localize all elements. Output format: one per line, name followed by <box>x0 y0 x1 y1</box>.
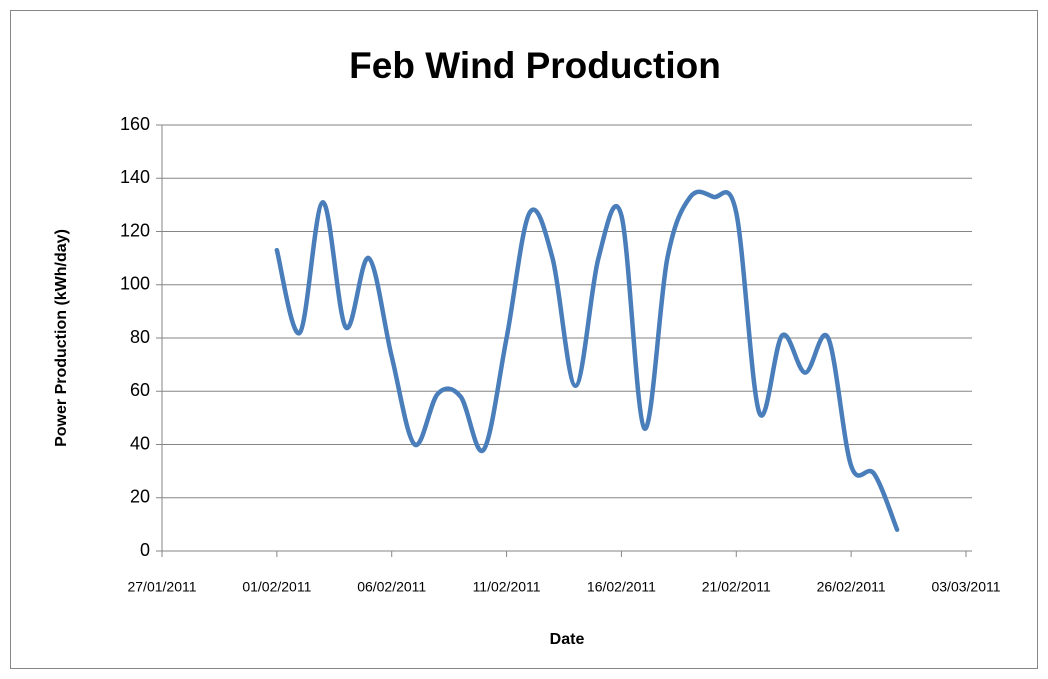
y-tick-label: 0 <box>140 540 150 560</box>
chart-title: Feb Wind Production <box>349 45 721 86</box>
x-tick-label: 06/02/2011 <box>357 579 426 595</box>
y-tick-label: 60 <box>130 380 150 400</box>
y-tick-label: 160 <box>120 114 150 134</box>
chart-border <box>10 10 1038 669</box>
x-tick-label: 11/02/2011 <box>473 579 541 595</box>
x-tick-label: 27/01/2011 <box>127 579 196 595</box>
x-axis-label: Date <box>550 631 585 648</box>
y-tick-label: 120 <box>120 220 150 240</box>
x-tick-label: 03/03/2011 <box>931 579 1000 595</box>
x-tick-label: 26/02/2011 <box>817 579 886 595</box>
y-tick-label: 100 <box>120 274 150 294</box>
y-tick-label: 20 <box>130 487 150 507</box>
y-tick-label: 140 <box>120 167 150 187</box>
y-tick-label: 80 <box>130 327 150 347</box>
y-axis-label: Power Production (kWh/day) <box>53 229 70 447</box>
line-series <box>274 189 900 532</box>
y-tick-label: 40 <box>130 433 150 453</box>
x-tick-label: 01/02/2011 <box>242 579 311 595</box>
x-tick-label: 16/02/2011 <box>587 579 656 595</box>
x-tick-label: 21/02/2011 <box>702 579 771 595</box>
